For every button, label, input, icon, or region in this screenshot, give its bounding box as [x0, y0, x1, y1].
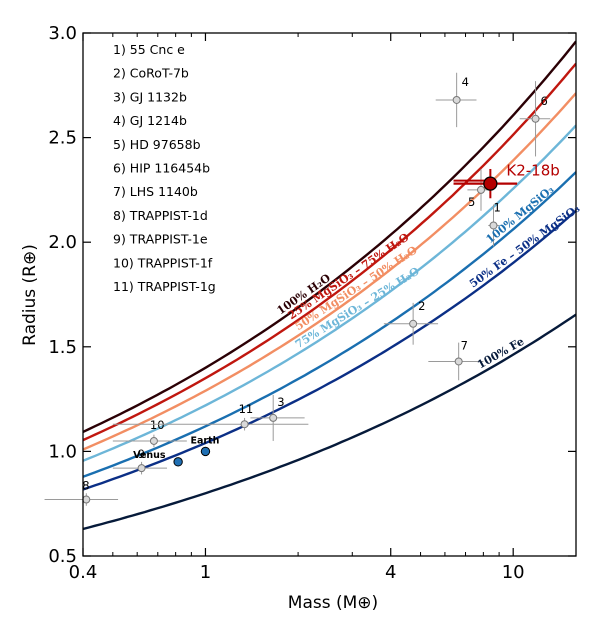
x-tick-label-3: 10 [502, 562, 525, 583]
planet-marker-0 [173, 457, 183, 467]
curve-1 [83, 62, 576, 442]
point-marker-3 [452, 95, 461, 104]
point-marker-9 [149, 436, 158, 445]
point-marker-6 [454, 357, 463, 366]
point-marker-4 [477, 185, 486, 194]
x-tick-label-2: 4 [385, 562, 396, 583]
y-tick-label-1: 1.0 [48, 441, 77, 462]
point-label-8: 9 [138, 447, 145, 461]
point-label-2: 3 [277, 395, 284, 409]
point-label-9: 10 [150, 418, 165, 432]
x-tick-label-1: 1 [200, 562, 211, 583]
y-axis-label: Radius (R⊕) [20, 244, 40, 346]
point-marker-10 [240, 420, 249, 429]
point-label-5: 6 [541, 94, 548, 108]
point-label-3: 4 [462, 75, 469, 89]
point-marker-7 [82, 495, 91, 504]
point-marker-0 [489, 221, 498, 230]
planet-label-1: Earth [190, 435, 219, 446]
legend-item-9: 9) TRAPPIST-1e [113, 232, 208, 247]
y-tick-label-0: 0.5 [48, 546, 77, 567]
planet-legend: 1) 55 Cnc e 2) CoRoT-7b 3) GJ 1132b 4) GJ 1… [113, 42, 216, 294]
legend-item-1: 1) 55 Cnc e [113, 42, 185, 57]
curve-5 [83, 209, 576, 491]
point-label-0: 1 [493, 200, 500, 214]
planet-label-0: Venus [133, 450, 166, 461]
highlight-label: K2-18b [506, 162, 559, 180]
legend-item-4: 4) GJ 1214b [113, 113, 187, 128]
point-label-1: 2 [418, 299, 425, 313]
point-label-4: 5 [468, 195, 475, 209]
legend-item-2: 2) CoRoT-7b [113, 66, 189, 81]
highlight-marker [483, 176, 498, 191]
curve-0 [83, 40, 576, 433]
y-tick-label-3: 2.0 [48, 232, 77, 253]
point-marker-5 [531, 114, 540, 123]
point-marker-8 [137, 464, 146, 473]
legend-item-6: 6) HIP 116454b [113, 161, 210, 176]
y-tick-label-2: 1.5 [48, 337, 77, 358]
point-marker-2 [269, 413, 278, 422]
axis-ticks: 0.4 1 4 10 0.5 1.0 1.5 2.0 2.5 3.0 [48, 23, 576, 583]
plot-frame [82, 32, 577, 557]
point-label-6: 7 [461, 338, 468, 352]
legend-item-5: 5) HD 97658b [113, 137, 201, 152]
y-tick-label-4: 2.5 [48, 128, 77, 149]
planet-marker-1 [200, 446, 211, 457]
legend-item-10: 10) TRAPPIST-1f [113, 255, 213, 270]
point-marker-1 [409, 319, 418, 328]
x-tick-label-0: 0.4 [69, 562, 98, 583]
data-points: 1 2 3 4 5 6 7 8 9 10 11 Venus Earth K2-18b [44, 72, 560, 506]
y-tick-label-5: 3.0 [48, 23, 77, 44]
x-axis-label: Mass (M⊕) [288, 593, 378, 613]
point-label-10: 11 [239, 402, 254, 416]
curve-6 [83, 313, 576, 531]
legend-item-8: 8) TRAPPIST-1d [113, 208, 208, 223]
curve-label-6: 100% Fe [475, 335, 526, 372]
model-curves [83, 40, 576, 531]
legend-item-7: 7) LHS 1140b [113, 184, 198, 199]
legend-item-11: 11) TRAPPIST-1g [113, 279, 216, 294]
legend-item-3: 3) GJ 1132b [113, 89, 187, 104]
point-label-7: 8 [82, 479, 89, 493]
